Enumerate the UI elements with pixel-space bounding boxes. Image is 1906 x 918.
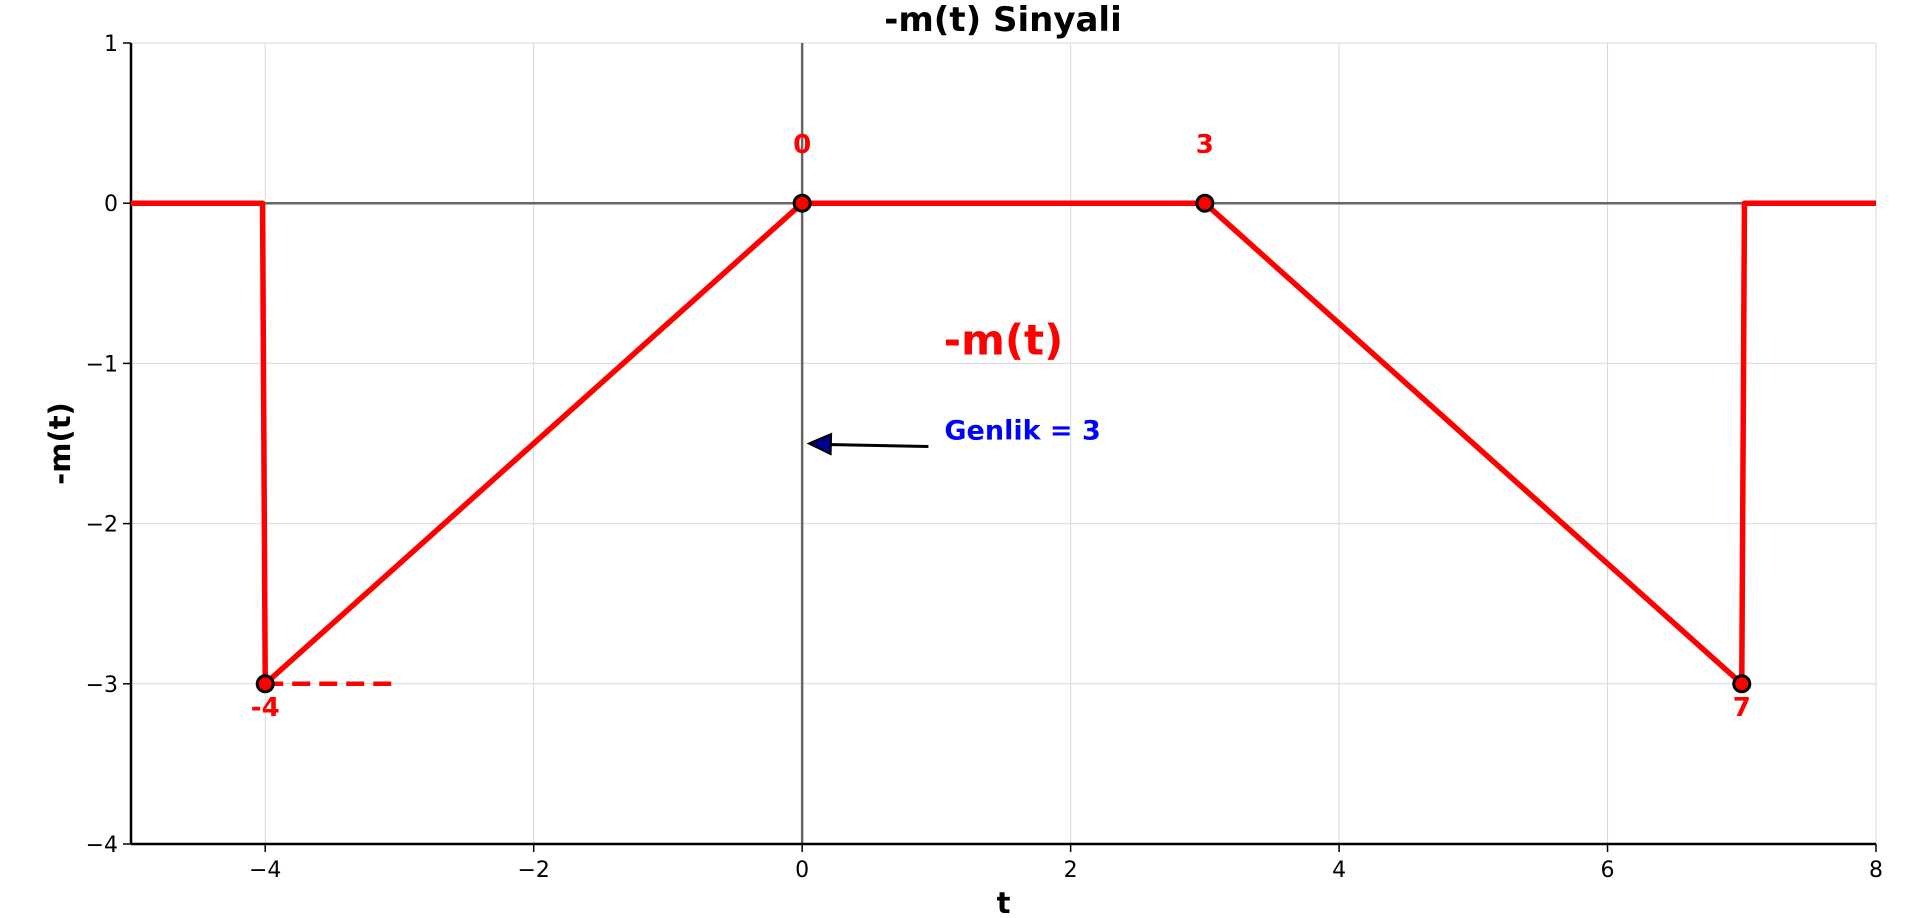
x-tick-label: 0	[795, 858, 809, 883]
signal-line	[131, 200, 1876, 687]
axes-spines	[129, 43, 1876, 846]
series	[131, 200, 1876, 687]
x-tick-label: 4	[1332, 858, 1346, 883]
data-point-marker	[792, 193, 812, 213]
data-point-label: 3	[1196, 130, 1214, 160]
y-tick-label: −1	[86, 352, 118, 377]
x-tick-label: −2	[517, 858, 549, 883]
annotation-arrow-head	[806, 432, 833, 456]
y-tick-label: −2	[86, 513, 118, 538]
data-point-label: 7	[1733, 693, 1751, 723]
y-tick-label: −3	[86, 673, 118, 698]
y-tick-label: 1	[104, 32, 118, 57]
y-tick-label: 0	[104, 192, 118, 217]
data-point-label: 0	[793, 130, 811, 160]
data-point-marker	[255, 674, 275, 694]
x-axis-title: t	[997, 886, 1011, 918]
x-tick-label: 6	[1601, 858, 1615, 883]
data-point-marker	[1732, 674, 1752, 694]
amplitude-label: Genlik = 3	[944, 415, 1100, 446]
ticks: −4 −2 0 2 4 6 8 −4 −3 −2 −1 0 1	[86, 32, 1883, 883]
markers: -4 0 3 7	[251, 130, 1752, 723]
x-tick-label: 8	[1869, 858, 1883, 883]
annotation-arrow-shaft	[826, 443, 929, 448]
x-tick-label: 2	[1064, 858, 1078, 883]
chart-title: -m(t) Sinyali	[884, 0, 1121, 40]
y-axis-title: -m(t)	[43, 402, 77, 485]
data-point-label: -4	[251, 693, 280, 723]
data-point-marker	[1195, 193, 1215, 213]
series-name-label: -m(t)	[944, 315, 1064, 364]
y-tick-label: −4	[86, 833, 118, 858]
x-tick-label: −4	[249, 858, 281, 883]
annotations: -m(t) Genlik = 3	[806, 315, 1101, 456]
